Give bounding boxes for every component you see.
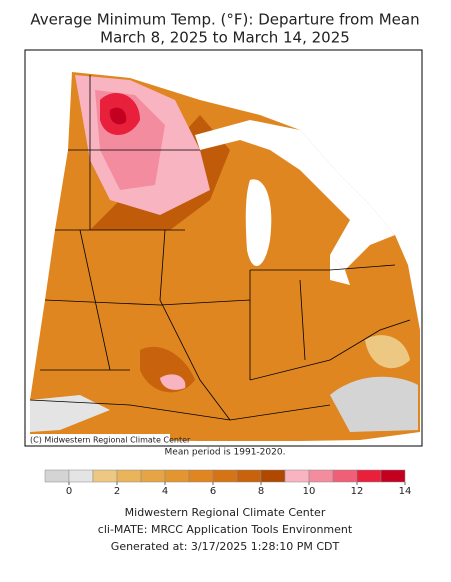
legend-swatch <box>332 469 358 483</box>
legend-swatch <box>44 469 70 483</box>
lakes <box>195 120 395 270</box>
legend-swatch <box>236 469 262 483</box>
legend-swatch <box>380 469 406 483</box>
cool-area <box>330 376 418 432</box>
legend-tick-label: 10 <box>303 486 316 497</box>
warm-area <box>365 335 410 369</box>
legend: 0 2 4 6 8 10 12 14 <box>44 469 412 497</box>
title-line-2: March 8, 2025 to March 14, 2025 <box>100 29 350 47</box>
legend-swatch <box>308 469 334 483</box>
legend-swatch <box>212 469 238 483</box>
legend-swatch <box>68 469 94 483</box>
legend-tick-label: 8 <box>258 486 264 497</box>
legend-tick-label: 2 <box>114 486 120 497</box>
legend-swatch <box>260 469 286 483</box>
footer-line: cli-MATE: MRCC Application Tools Environ… <box>98 523 353 536</box>
warm-area <box>109 107 127 125</box>
legend-tick-label: 4 <box>162 486 168 497</box>
legend-swatch <box>284 469 310 483</box>
cool-area <box>30 395 110 432</box>
legend-swatch <box>116 469 142 483</box>
legend-tick-label: 6 <box>210 486 216 497</box>
legend-tick-label: 14 <box>399 486 412 497</box>
legend-swatch <box>188 469 214 483</box>
footer-line: Generated at: 3/17/2025 1:28:10 PM CDT <box>111 540 340 553</box>
title-line-1: Average Minimum Temp. (°F): Departure fr… <box>30 11 419 29</box>
footer-line: Midwestern Regional Climate Center <box>125 506 326 519</box>
credit: (C) Midwestern Regional Climate Center <box>30 436 191 445</box>
legend-swatch <box>356 469 382 483</box>
legend-swatch <box>164 469 190 483</box>
legend-tick-label: 0 <box>66 486 72 497</box>
warm-area <box>160 374 186 390</box>
lake-michigan <box>245 179 272 267</box>
legend-swatch <box>92 469 118 483</box>
legend-swatch <box>140 469 166 483</box>
mean-period: Mean period is 1991-2020. <box>165 448 286 458</box>
legend-tick-label: 12 <box>351 486 364 497</box>
map: (C) Midwestern Regional Climate Center <box>24 49 423 447</box>
state-lines <box>29 75 411 421</box>
credit-box <box>28 434 170 445</box>
lake-erie <box>330 255 350 285</box>
